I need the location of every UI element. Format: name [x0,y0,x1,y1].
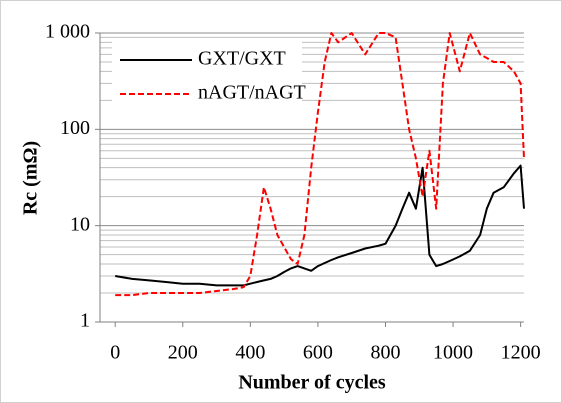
legend-box [112,40,302,112]
series-line [115,32,525,297]
x-tick-label: 0 [110,342,120,364]
y-tick-label: 100 [60,117,90,139]
y-axis-label: Rc (mΩ) [20,141,42,215]
y-tick-label: 1 [80,310,90,332]
y-tick-label: 1 000 [45,21,90,43]
legend-label: nAGT/nAGT [198,82,306,104]
x-tick-label: 600 [303,342,333,364]
x-axis-label: Number of cycles [238,372,386,394]
y-tick-label: 10 [70,213,90,235]
x-tick-label: 1000 [433,342,473,364]
series-line [115,164,525,287]
legend-label: GXT/GXT [198,48,286,70]
x-tick-label: 400 [235,342,265,364]
x-tick-label: 200 [168,342,198,364]
x-tick-label: 1200 [501,342,541,364]
x-tick-label: 800 [370,342,400,364]
